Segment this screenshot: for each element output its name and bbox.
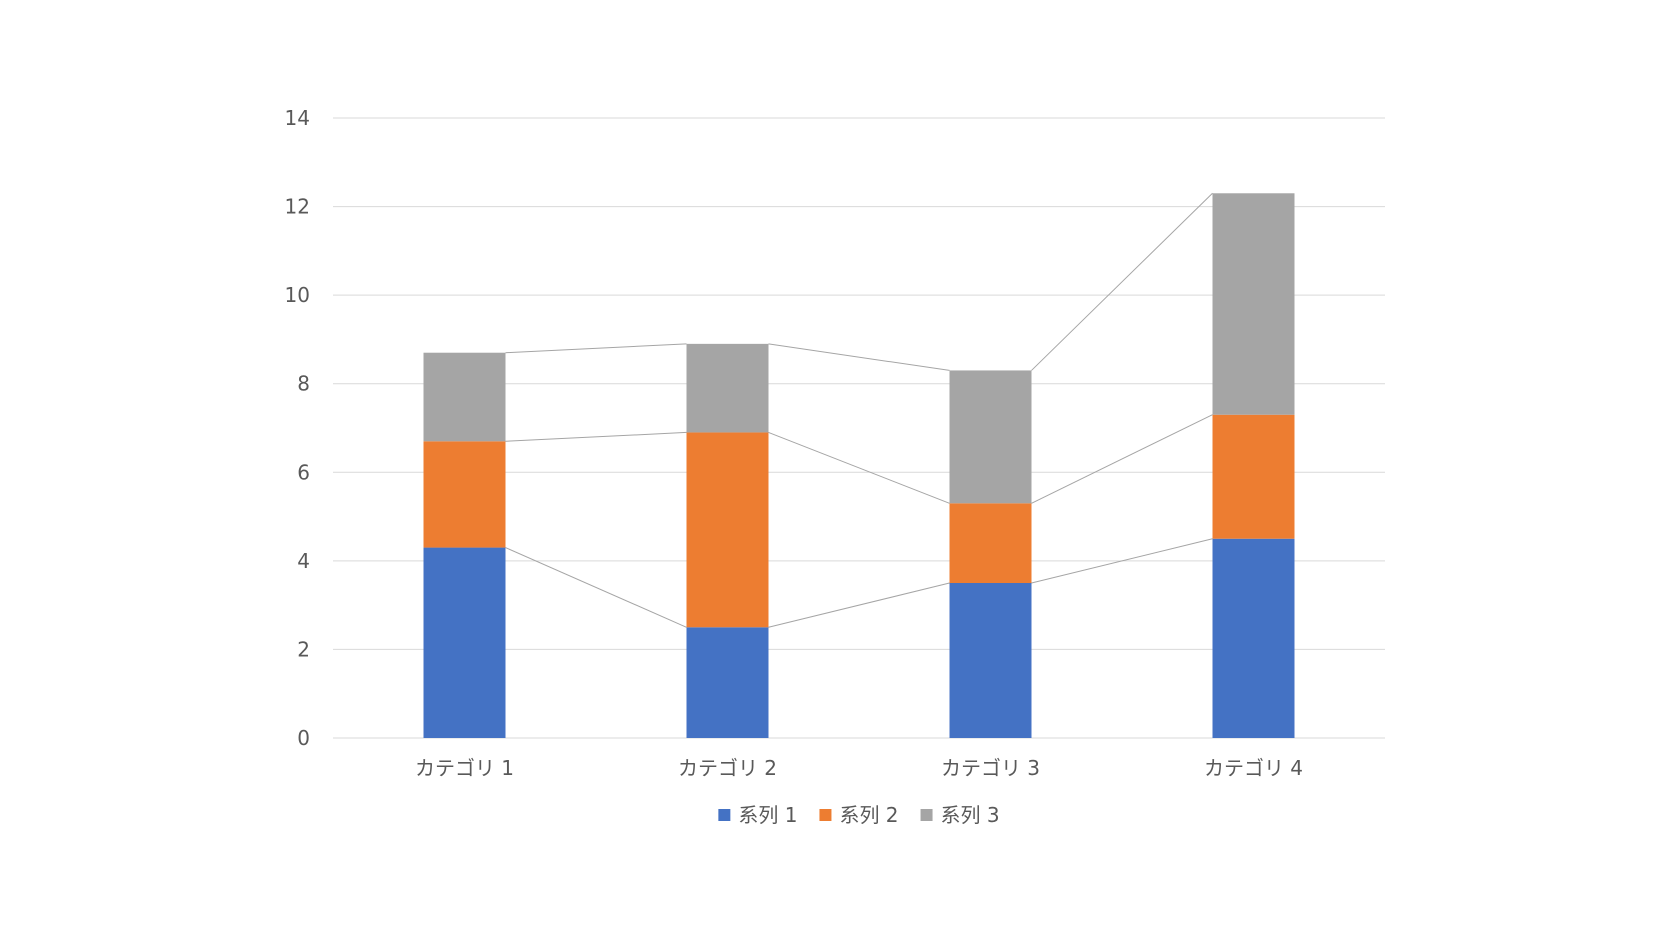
y-tick-label: 6 [297,460,310,484]
series-lines [505,192,1213,628]
x-tick-label: カテゴリ 2 [678,756,777,780]
bar-segment-series-1-cat-4 [1212,538,1295,738]
legend: 系列 1 系列 2 系列 3 [718,803,1000,827]
bar-segment-series-1-cat-1 [423,547,506,738]
gridlines [333,117,1385,739]
legend-swatch [920,809,933,821]
bar-segment-series-3-cat-2 [686,343,769,433]
y-tick-label: 0 [297,726,310,750]
x-tick-label: カテゴリ 3 [941,756,1040,780]
bar-segment-series-2-cat-3 [949,503,1032,583]
bar-segment-series-2-cat-1 [423,441,506,548]
bar-segment-series-3-cat-4 [1212,193,1295,415]
x-tick-label: カテゴリ 4 [1204,756,1303,780]
x-axis-ticks: カテゴリ 1 カテゴリ 2 カテゴリ 3 カテゴリ 4 [415,756,1303,780]
y-tick-label: 10 [285,283,310,307]
legend-swatch [718,809,731,821]
y-tick-label: 8 [297,372,310,396]
series-line [1031,538,1213,584]
legend-swatch [819,809,832,821]
legend-item-series-3: 系列 3 [920,803,1000,827]
bar-segment-series-2-cat-2 [686,432,769,628]
legend-item-series-2: 系列 2 [819,803,899,827]
legend-label: 系列 1 [738,803,797,827]
y-axis-ticks: 0 2 4 6 8 10 12 14 [285,106,310,750]
bars [423,193,1295,738]
series-line [1031,192,1213,371]
bar-segment-series-2-cat-4 [1212,414,1295,539]
series-line [1031,414,1213,504]
y-tick-label: 12 [285,195,310,219]
x-tick-label: カテゴリ 1 [415,756,514,780]
legend-label: 系列 3 [941,803,1000,827]
legend-label: 系列 2 [839,803,898,827]
bar-segment-series-1-cat-2 [686,627,769,738]
series-line [768,431,950,504]
y-tick-label: 4 [297,549,310,573]
bar-segment-series-3-cat-1 [423,352,506,442]
y-tick-label: 14 [285,106,310,130]
bar-segment-series-1-cat-3 [949,583,1032,738]
series-line [505,343,687,354]
series-line [505,547,687,628]
bar-segment-series-3-cat-3 [949,370,1032,504]
series-line [768,582,950,628]
y-tick-label: 2 [297,637,310,661]
series-line [505,431,687,442]
legend-item-series-1: 系列 1 [718,803,797,827]
series-line [768,343,950,371]
